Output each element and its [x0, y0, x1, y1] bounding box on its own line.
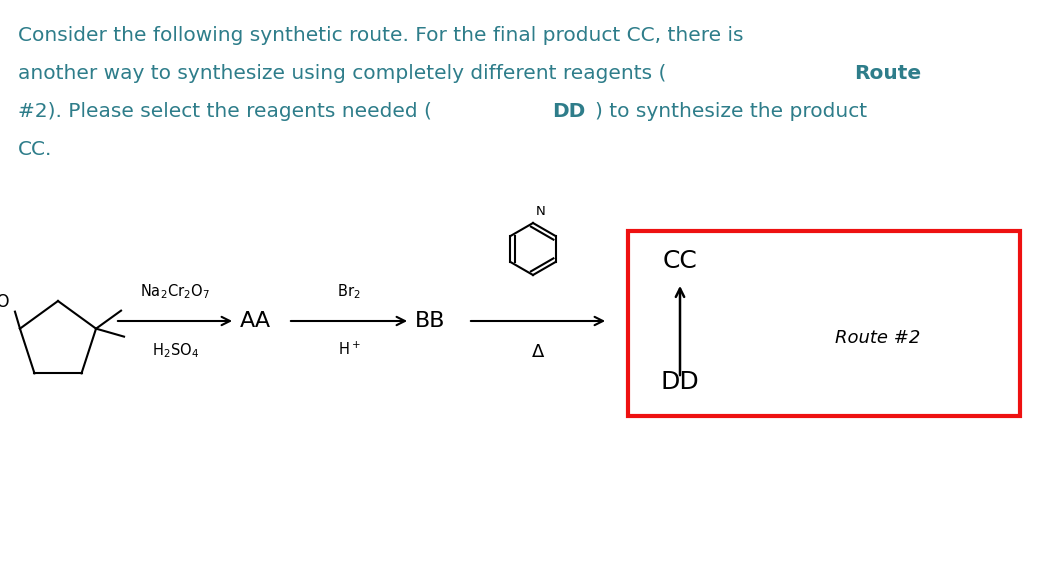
Text: BB: BB — [414, 311, 445, 331]
Text: N: N — [536, 205, 546, 218]
Text: CC.: CC. — [18, 140, 52, 159]
Text: H$^+$: H$^+$ — [337, 341, 360, 358]
Text: H$_2$SO$_4$: H$_2$SO$_4$ — [151, 341, 198, 359]
Text: DD: DD — [552, 102, 586, 121]
Text: HO: HO — [0, 293, 10, 310]
Text: another way to synthesize using completely different reagents (: another way to synthesize using complete… — [18, 64, 666, 83]
Text: DD: DD — [661, 370, 699, 394]
Text: Δ: Δ — [531, 343, 544, 361]
Text: AA: AA — [239, 311, 270, 331]
Text: ) to synthesize the product: ) to synthesize the product — [595, 102, 868, 121]
Text: Br$_2$: Br$_2$ — [337, 282, 361, 301]
Text: Route: Route — [855, 64, 922, 83]
Text: CC: CC — [663, 249, 697, 273]
Bar — [628, 231, 1020, 416]
Text: Consider the following synthetic route. For the final product CC, there is: Consider the following synthetic route. … — [18, 26, 743, 45]
Text: Na$_2$Cr$_2$O$_7$: Na$_2$Cr$_2$O$_7$ — [140, 282, 210, 301]
Text: Route #2: Route #2 — [835, 329, 921, 347]
Text: #2). Please select the reagents needed (: #2). Please select the reagents needed ( — [18, 102, 432, 121]
